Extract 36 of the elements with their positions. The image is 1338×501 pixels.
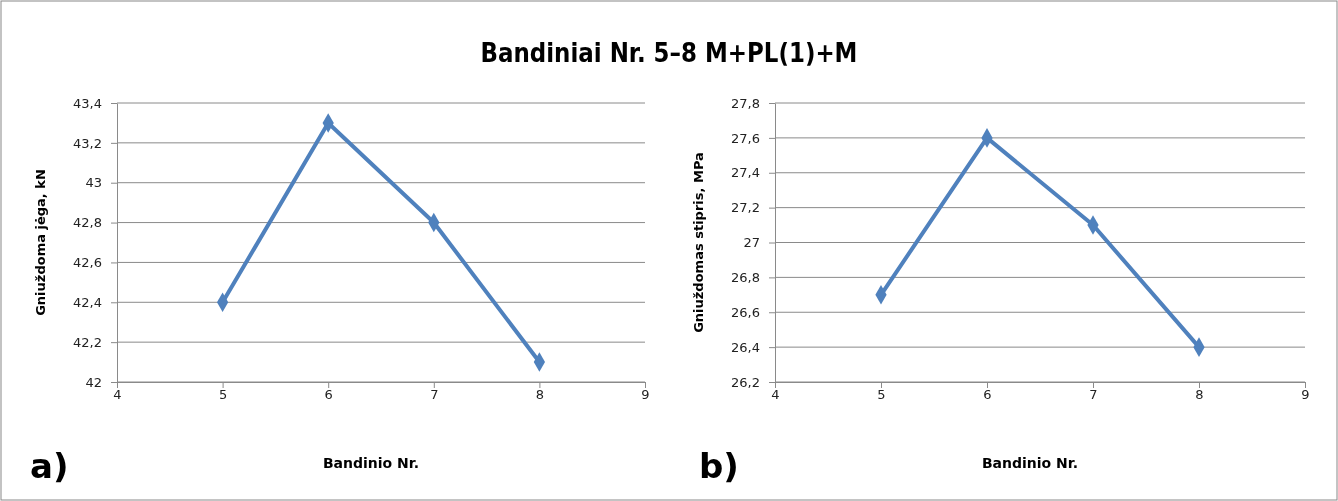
x-axis-title: Bandinio Nr.	[981, 455, 1079, 471]
x-tick-label: 5	[218, 387, 228, 402]
y-tick-label: 26,6	[731, 304, 760, 320]
x-tick-label: 9	[641, 387, 650, 402]
y-tick-label: 26,4	[731, 339, 760, 355]
y-axis-title: Gniuždomas stipris, MPa	[691, 152, 706, 333]
y-tick-label: 27,2	[731, 200, 760, 216]
text: b)	[699, 446, 739, 486]
y-tick-label: 27,8	[731, 95, 760, 111]
x-axis-title: Bandinio Nr.	[322, 455, 420, 471]
y-axis-title: Gniuždoma jėga, kN	[33, 169, 48, 316]
y-tick-label: 42	[85, 374, 102, 390]
x-tick-label: 5	[877, 387, 886, 402]
y-tick-label: 27,4	[731, 165, 760, 181]
x-tick-label: 8	[535, 387, 545, 402]
x-tick-label: 4	[771, 387, 780, 402]
y-tick-label: 43,2	[73, 135, 102, 151]
y-tick-label: 42,2	[73, 334, 102, 350]
y-tick-label: 27	[743, 235, 760, 251]
x-tick-label: 9	[1301, 387, 1310, 402]
text: a)	[30, 446, 69, 486]
y-tick-label: 43	[85, 175, 102, 191]
chart-title: Bandiniai Nr. 5–8 M+PL(1)+M	[480, 37, 858, 69]
x-tick-label: 6	[983, 387, 992, 402]
x-tick-label: 7	[1089, 387, 1098, 402]
x-tick-label: 8	[1195, 387, 1204, 402]
x-tick-label: 4	[113, 387, 122, 402]
x-tick-label: 6	[324, 387, 333, 402]
y-tick-label: 26,8	[731, 270, 760, 286]
y-tick-label: 43,4	[73, 95, 102, 111]
y-tick-label: 42,8	[73, 215, 102, 231]
y-tick-label: 42,6	[73, 255, 102, 271]
y-tick-label: 42,4	[73, 294, 102, 310]
y-tick-label: 27,6	[731, 130, 760, 146]
y-tick-label: 26,2	[731, 374, 760, 390]
x-tick-label: 7	[430, 387, 439, 402]
